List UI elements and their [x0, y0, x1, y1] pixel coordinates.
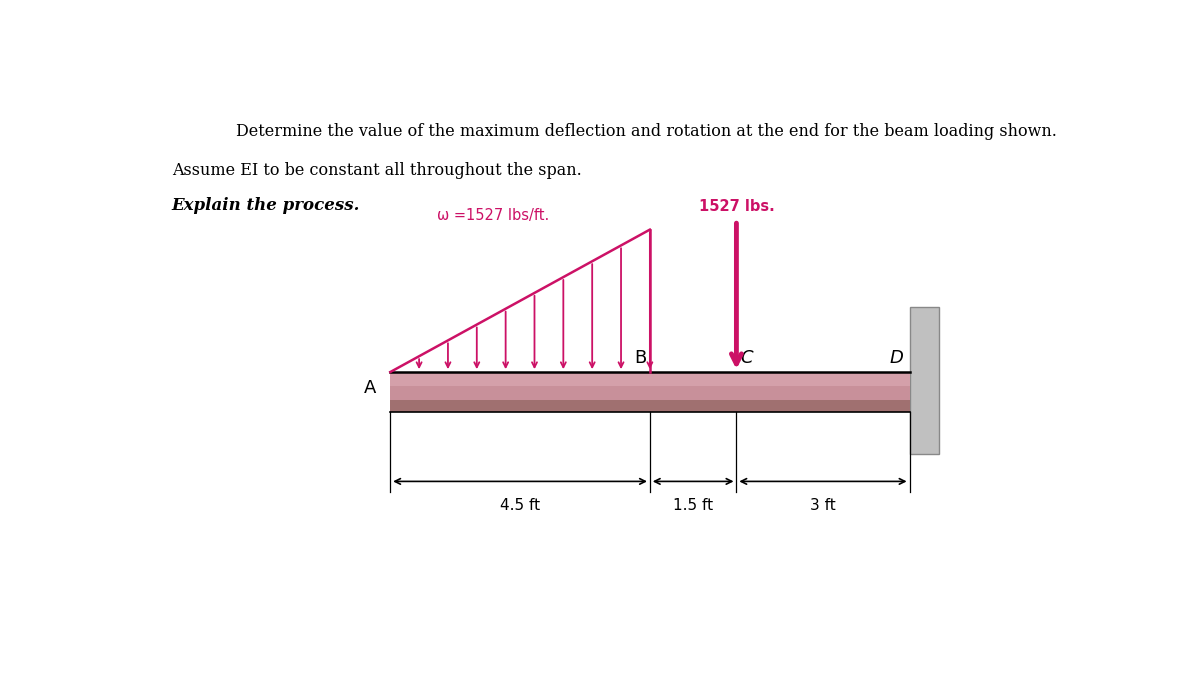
Text: Determine the value of the maximum deflection and rotation at the end for the be: Determine the value of the maximum defle… [235, 124, 1056, 140]
Bar [390, 372, 910, 412]
Text: Explain the process.: Explain the process. [172, 196, 360, 213]
Text: C: C [740, 350, 752, 367]
Bar [390, 372, 910, 386]
Text: 1527 lbs.: 1527 lbs. [698, 199, 774, 214]
Text: ω =1527 lbs/ft.: ω =1527 lbs/ft. [437, 208, 550, 223]
Text: B: B [634, 350, 646, 367]
Bar [390, 400, 910, 412]
Text: 3 ft: 3 ft [810, 498, 836, 514]
Text: Assume EI to be constant all throughout the span.: Assume EI to be constant all throughout … [172, 162, 582, 179]
Bar [910, 306, 938, 454]
Text: D: D [889, 350, 904, 367]
Text: 1.5 ft: 1.5 ft [673, 498, 713, 514]
Text: A: A [364, 379, 377, 397]
Text: 4.5 ft: 4.5 ft [500, 498, 540, 514]
